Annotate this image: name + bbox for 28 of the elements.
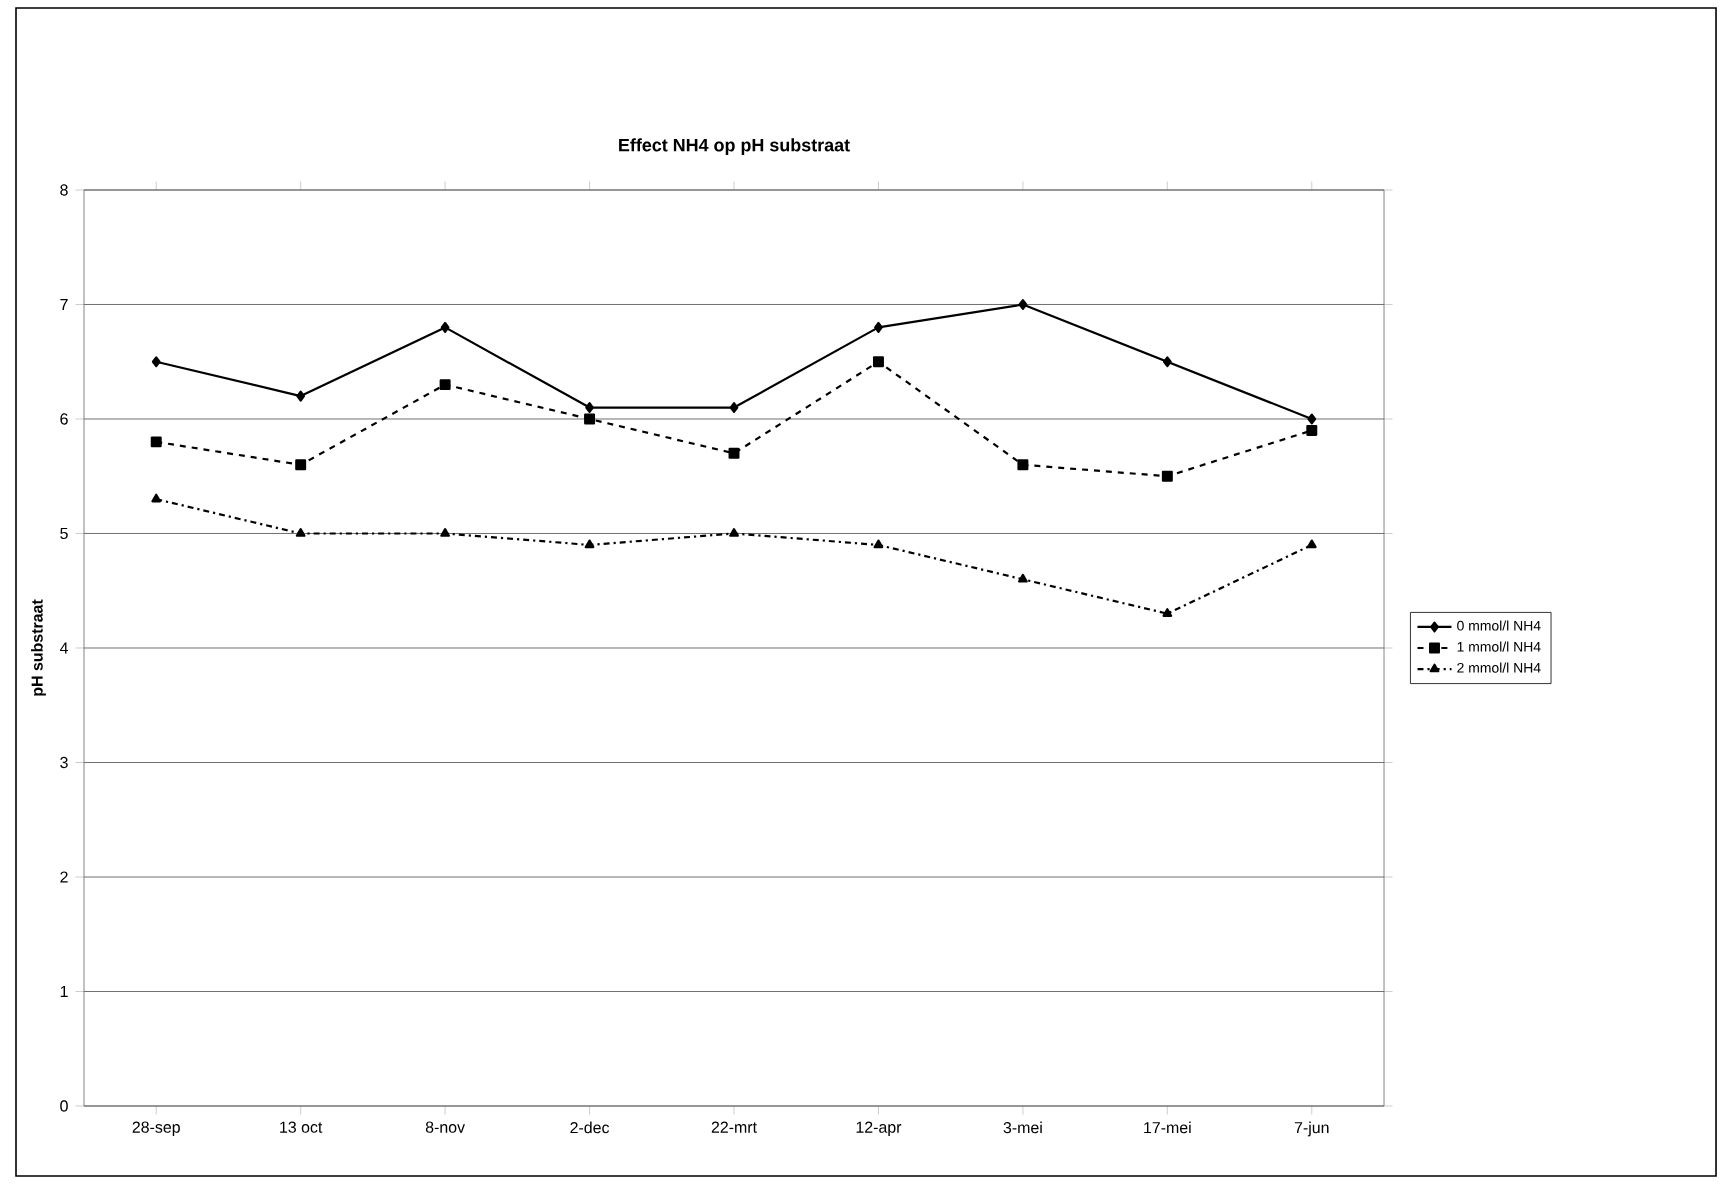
point	[584, 539, 595, 549]
point	[584, 413, 596, 425]
point	[1017, 459, 1029, 471]
point	[1306, 539, 1317, 549]
point	[295, 528, 306, 537]
point	[1162, 356, 1172, 368]
point	[1162, 608, 1173, 617]
point	[440, 528, 451, 537]
point	[440, 321, 450, 333]
point	[1306, 424, 1318, 436]
point	[729, 528, 739, 537]
point	[151, 493, 162, 503]
point	[1018, 573, 1028, 583]
point	[295, 459, 307, 471]
point	[439, 379, 451, 391]
point	[296, 390, 306, 402]
point	[151, 356, 161, 368]
point	[873, 539, 884, 549]
point	[1307, 413, 1317, 425]
point	[872, 356, 884, 368]
point	[1161, 470, 1173, 482]
point	[585, 402, 594, 414]
point	[874, 321, 883, 333]
point	[728, 447, 740, 459]
chart-title: Effect NH4 op pH substraat	[619, 138, 850, 155]
point	[150, 436, 162, 448]
point	[729, 402, 739, 414]
point	[1018, 299, 1028, 310]
